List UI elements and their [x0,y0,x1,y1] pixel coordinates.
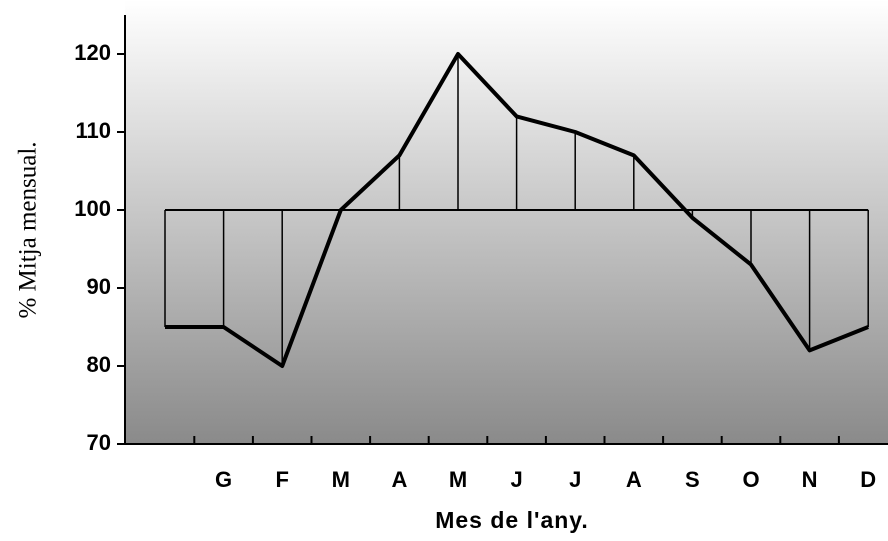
data-line [165,52,869,368]
x-tick-label: F [275,467,288,492]
x-tick-label: S [685,467,700,492]
x-tick-label: A [626,467,642,492]
plot-background [125,0,888,444]
x-tick-label: O [742,467,759,492]
y-axis-label: % Mitja mensual. [15,141,42,318]
x-tick-label: J [510,467,522,492]
y-tick-label: 120 [74,40,111,65]
x-tick-label: M [332,467,350,492]
y-tick-label: 80 [87,352,111,377]
x-tick-label: D [860,467,876,492]
x-tick-label: N [802,467,818,492]
x-tick-label: J [569,467,581,492]
y-tick-label: 110 [76,118,112,143]
y-tick-label: 90 [87,274,111,299]
x-tick-label: G [215,467,232,492]
x-axis-label: Mes de l'any. [435,507,589,533]
x-tick-label: A [391,467,407,492]
y-tick-label: 70 [87,430,111,455]
x-tick-label: M [449,467,467,492]
y-tick-label: 100 [74,196,111,221]
